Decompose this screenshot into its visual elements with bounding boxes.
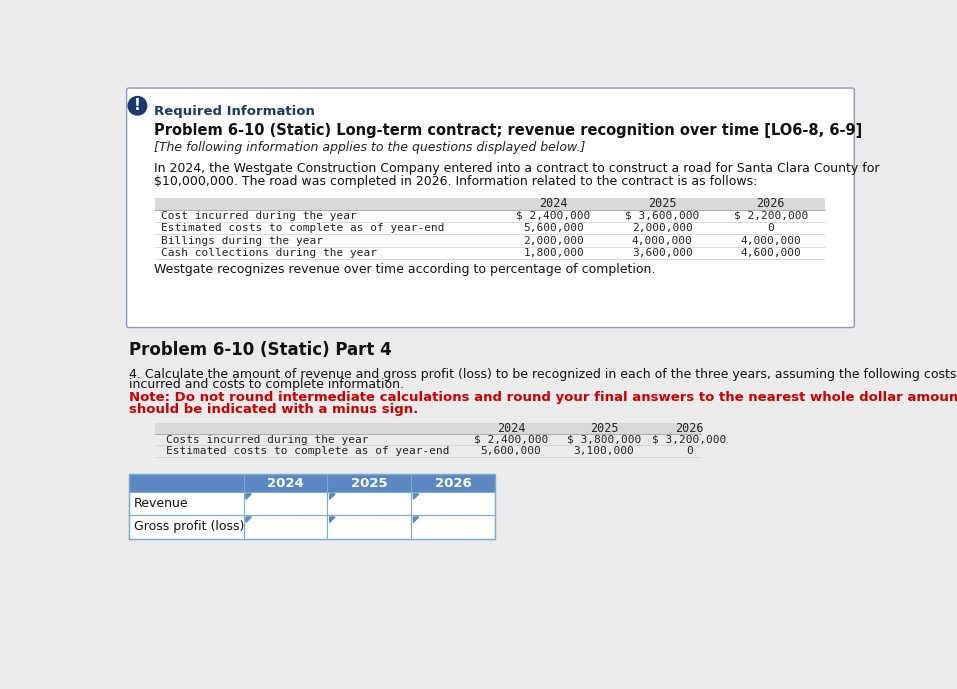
Text: 2024: 2024: [540, 198, 568, 210]
Text: Westgate recognizes revenue over time according to percentage of completion.: Westgate recognizes revenue over time ac…: [154, 263, 656, 276]
Polygon shape: [246, 494, 252, 500]
Text: In 2024, the Westgate Construction Company entered into a contract to construct : In 2024, the Westgate Construction Compa…: [154, 163, 880, 176]
Bar: [154, 198, 825, 209]
Text: 2,000,000: 2,000,000: [632, 223, 693, 233]
Text: 3,600,000: 3,600,000: [632, 248, 693, 258]
Text: $ 3,600,000: $ 3,600,000: [625, 211, 700, 221]
Circle shape: [128, 96, 146, 115]
Text: Billings during the year: Billings during the year: [161, 236, 323, 245]
Text: [The following information applies to the questions displayed below.]: [The following information applies to th…: [154, 141, 586, 154]
Text: 5,600,000: 5,600,000: [480, 446, 542, 456]
Text: Note: Do not round intermediate calculations and round your final answers to the: Note: Do not round intermediate calculat…: [129, 391, 957, 404]
Bar: [244, 493, 327, 515]
Text: Required Information: Required Information: [154, 105, 316, 119]
Text: 2026: 2026: [434, 477, 471, 490]
Text: $ 2,400,000: $ 2,400,000: [517, 211, 590, 221]
Text: 2025: 2025: [648, 198, 677, 210]
Text: $ 3,200,000: $ 3,200,000: [652, 435, 726, 444]
Bar: [411, 493, 495, 515]
Text: 2025: 2025: [351, 477, 388, 490]
Text: 3,100,000: 3,100,000: [573, 446, 634, 456]
Bar: [129, 474, 495, 539]
Text: Cost incurred during the year: Cost incurred during the year: [161, 211, 356, 221]
Bar: [154, 423, 701, 434]
Text: 4,000,000: 4,000,000: [632, 236, 693, 245]
Text: Estimated costs to complete as of year-end: Estimated costs to complete as of year-e…: [167, 446, 450, 456]
Text: 4. Calculate the amount of revenue and gross profit (loss) to be recognized in e: 4. Calculate the amount of revenue and g…: [129, 367, 956, 380]
Text: 5,600,000: 5,600,000: [523, 223, 584, 233]
Text: Problem 6-10 (Static) Long-term contract; revenue recognition over time [LO6-8, : Problem 6-10 (Static) Long-term contract…: [154, 123, 863, 138]
Text: $ 2,400,000: $ 2,400,000: [474, 435, 548, 444]
Bar: [411, 515, 495, 539]
Text: 4,600,000: 4,600,000: [741, 248, 801, 258]
Text: $10,000,000. The road was completed in 2026. Information related to the contract: $10,000,000. The road was completed in 2…: [154, 175, 758, 187]
Bar: [327, 515, 411, 539]
Text: 2026: 2026: [756, 198, 785, 210]
Text: should be indicated with a minus sign.: should be indicated with a minus sign.: [129, 403, 418, 416]
Bar: [327, 493, 411, 515]
Text: Revenue: Revenue: [134, 497, 189, 511]
Text: Gross profit (loss): Gross profit (loss): [134, 520, 244, 533]
Text: Estimated costs to complete as of year-end: Estimated costs to complete as of year-e…: [161, 223, 444, 233]
Text: Cash collections during the year: Cash collections during the year: [161, 248, 377, 258]
Bar: [129, 515, 244, 539]
Text: 4,000,000: 4,000,000: [741, 236, 801, 245]
FancyBboxPatch shape: [126, 88, 855, 327]
Polygon shape: [329, 517, 335, 522]
Polygon shape: [413, 517, 419, 522]
Text: Problem 6-10 (Static) Part 4: Problem 6-10 (Static) Part 4: [129, 340, 391, 359]
Text: 2024: 2024: [497, 422, 525, 435]
Text: 2026: 2026: [675, 422, 703, 435]
Text: 0: 0: [768, 223, 774, 233]
Text: Costs incurred during the year: Costs incurred during the year: [167, 435, 368, 444]
Text: 2,000,000: 2,000,000: [523, 236, 584, 245]
Bar: [129, 493, 244, 515]
Bar: [129, 474, 495, 493]
Polygon shape: [413, 494, 419, 500]
Text: 2024: 2024: [267, 477, 304, 490]
Text: incurred and costs to complete information.: incurred and costs to complete informati…: [129, 378, 404, 391]
Polygon shape: [329, 494, 335, 500]
Text: 1,800,000: 1,800,000: [523, 248, 584, 258]
Text: $ 2,200,000: $ 2,200,000: [733, 211, 808, 221]
Polygon shape: [246, 517, 252, 522]
Text: 2025: 2025: [590, 422, 618, 435]
Text: 0: 0: [686, 446, 693, 456]
Bar: [244, 515, 327, 539]
Text: $ 3,800,000: $ 3,800,000: [567, 435, 641, 444]
Text: !: !: [134, 99, 141, 113]
